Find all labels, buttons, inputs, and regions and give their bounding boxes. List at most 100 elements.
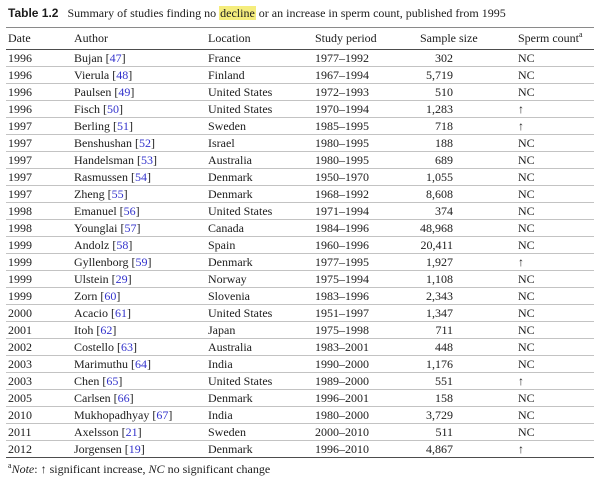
citation-bracket-open: [	[117, 339, 122, 354]
cell-sample-size: 511	[435, 424, 453, 439]
footnote-nc-label: NC	[148, 462, 165, 476]
col-header-study-period: Study period	[315, 31, 377, 45]
reference-link[interactable]: 49	[118, 84, 131, 99]
citation-bracket-close: ]	[152, 152, 157, 167]
table-row: 1997 Zheng [55] Denmark 1968–1992 8,608 …	[6, 185, 594, 203]
reference-link[interactable]: 50	[107, 101, 120, 116]
reference-link[interactable]: 19	[128, 441, 141, 456]
footnote-colon: :	[34, 462, 41, 476]
cell-location: Sweden	[208, 118, 246, 133]
reference-link[interactable]: 60	[104, 288, 117, 303]
caption-text-before: Summary of studies finding no	[67, 6, 220, 20]
reference-link[interactable]: 55	[111, 186, 124, 201]
cell-study-period: 1970–1994	[315, 101, 369, 116]
cell-location: Denmark	[208, 441, 253, 456]
col-header-date: Date	[8, 31, 31, 45]
citation-bracket-close: ]	[123, 186, 128, 201]
table-row: 1999 Andolz [58] Spain 1960–1996 20,411 …	[6, 236, 594, 254]
reference-link[interactable]: 64	[135, 356, 147, 371]
cell-sperm-count: NC	[518, 322, 535, 337]
citation-bracket-close: ]	[137, 424, 142, 439]
cell-location: Denmark	[208, 169, 253, 184]
reference-link[interactable]: 63	[121, 339, 134, 354]
reference-link[interactable]: 59	[135, 254, 148, 269]
cell-sperm-count: ↑	[518, 254, 524, 269]
cell-sample-size: 551	[435, 373, 453, 388]
cell-date: 2003	[8, 356, 32, 371]
cell-author: Fisch [50]	[72, 101, 206, 118]
cell-location: Finland	[208, 67, 245, 82]
table-row: 1996 Fisch [50] United States 1970–1994 …	[6, 100, 594, 118]
citation-bracket-close: ]	[135, 203, 140, 218]
col-header-author: Author	[74, 31, 108, 45]
citation-bracket-open: [	[131, 169, 135, 184]
cell-sample-size: 8,608	[426, 186, 453, 201]
author-name: Zorn	[74, 288, 98, 303]
col-header-location: Location	[208, 31, 251, 45]
cell-location: Sweden	[208, 424, 246, 439]
cell-sample-size: 510	[435, 84, 453, 99]
citation-bracket-open: [	[112, 237, 117, 252]
reference-link[interactable]: 61	[114, 305, 127, 320]
reference-link[interactable]: 56	[123, 203, 136, 218]
cell-sample-size: 20,411	[420, 237, 453, 252]
cell-sperm-count: NC	[518, 84, 535, 99]
reference-link[interactable]: 65	[106, 373, 119, 388]
author-name: Zheng	[74, 186, 105, 201]
author-name: Paulsen	[74, 84, 112, 99]
author-name: Marimuthu	[74, 356, 128, 371]
cell-sample-size: 1,283	[426, 101, 453, 116]
cell-author: Zheng [55]	[72, 186, 206, 203]
table-row: 2001 Itoh [62] Japan 1975–1998 711 NC	[6, 321, 594, 339]
table-row: 1999 Gyllenborg [59] Denmark 1977–1995 1…	[6, 253, 594, 271]
cell-sperm-count: NC	[518, 67, 535, 82]
cell-sperm-count: NC	[518, 237, 535, 252]
cell-sample-size: 711	[435, 322, 453, 337]
table-row: 2003 Chen [65] United States 1989–2000 5…	[6, 372, 594, 390]
reference-link[interactable]: 62	[100, 322, 113, 337]
citation-bracket-close: ]	[147, 356, 151, 371]
cell-sperm-count: NC	[518, 339, 535, 354]
cell-sample-size: 188	[435, 135, 453, 150]
reference-link[interactable]: 54	[135, 169, 147, 184]
cell-author: Andolz [58]	[72, 237, 206, 254]
reference-link[interactable]: 66	[117, 390, 130, 405]
citation-bracket-open: [	[102, 373, 107, 388]
cell-sperm-count: ↑	[518, 373, 524, 388]
caption-text-after: or an increase in sperm count, published…	[255, 6, 506, 20]
reference-link[interactable]: 29	[115, 271, 128, 286]
cell-author: Berling [51]	[72, 118, 206, 135]
cell-date: 1999	[8, 254, 32, 269]
reference-link[interactable]: 52	[139, 135, 151, 150]
author-name: Mukhopadhyay	[74, 407, 150, 422]
reference-link[interactable]: 53	[140, 152, 153, 167]
reference-link[interactable]: 47	[109, 50, 122, 65]
reference-link[interactable]: 58	[116, 237, 129, 252]
cell-study-period: 1996–2001	[315, 390, 369, 405]
cell-study-period: 1977–1995	[315, 254, 369, 269]
cell-author: Jorgensen [19]	[72, 441, 206, 458]
table-row: 1999 Zorn [60] Slovenia 1983–1996 2,343 …	[6, 287, 594, 305]
table-row: 1996 Paulsen [49] United States 1972–199…	[6, 83, 594, 101]
reference-link[interactable]: 67	[156, 407, 169, 422]
cell-study-period: 1980–2000	[315, 407, 369, 422]
cell-study-period: 1951–1997	[315, 305, 369, 320]
reference-link[interactable]: 21	[125, 424, 138, 439]
citation-bracket-open: [	[107, 186, 112, 201]
reference-link[interactable]: 57	[124, 220, 137, 235]
author-name: Jorgensen	[74, 441, 122, 456]
reference-link[interactable]: 48	[116, 67, 129, 82]
cell-sperm-count: NC	[518, 169, 535, 184]
cell-study-period: 1960–1996	[315, 237, 369, 252]
reference-link[interactable]: 51	[117, 118, 129, 133]
citation-bracket-open: [	[113, 390, 118, 405]
citation-bracket-close: ]	[130, 84, 135, 99]
footnote-note-label: Note	[11, 462, 35, 476]
cell-study-period: 1990–2000	[315, 356, 369, 371]
cell-sample-size: 1,176	[426, 356, 453, 371]
cell-sperm-count: NC	[518, 305, 535, 320]
cell-study-period: 1968–1992	[315, 186, 369, 201]
cell-study-period: 2000–2010	[315, 424, 369, 439]
table-row: 2002 Costello [63] Australia 1983–2001 4…	[6, 338, 594, 356]
